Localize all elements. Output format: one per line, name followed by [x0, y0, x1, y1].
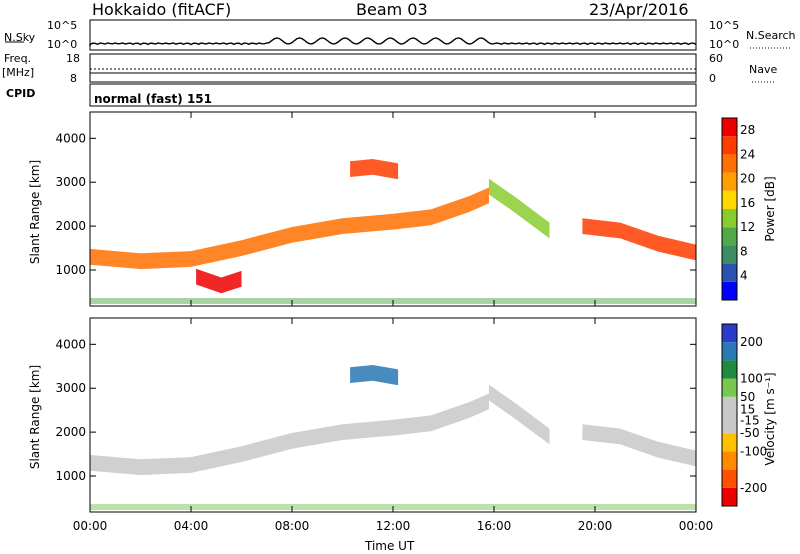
nsearch-label: N.Search	[746, 29, 796, 42]
xtick-label-4: 16:00	[477, 519, 512, 533]
colorbar-cell-1-9	[722, 324, 737, 343]
freq-unit: [MHz]	[2, 66, 35, 79]
colorbar-cell-1-2	[722, 451, 737, 470]
colorbar-cell-0-2	[722, 245, 737, 264]
echo-band-1-2	[489, 384, 550, 445]
echo-band-1-3	[582, 424, 696, 467]
xtick-label-2: 08:00	[275, 519, 310, 533]
colorbar-tick-0-5: 24	[740, 147, 755, 161]
ytick-label-0-1: 2000	[55, 219, 86, 233]
nsearch-tick-bottom: 10^0	[709, 38, 740, 51]
ytick-label-1-0: 1000	[55, 469, 86, 483]
colorbar-tick-1-2: 50	[740, 390, 755, 404]
colorbar-cell-1-0	[722, 487, 737, 506]
cpid-value: normal (fast) 151	[94, 92, 212, 106]
colorbar-cell-1-3	[722, 433, 737, 452]
colorbar-frame-1	[721, 323, 738, 507]
echo-band-1-0	[90, 393, 489, 476]
xtick-label-3: 12:00	[376, 519, 411, 533]
freq-tick-bottom: 8	[70, 72, 77, 85]
nave-label: Nave	[749, 63, 778, 76]
colorbar-cell-0-9	[722, 118, 737, 137]
nsky-frame	[89, 19, 697, 51]
ytick-label-0-0: 1000	[55, 263, 86, 277]
colorbar-cell-1-7	[722, 360, 737, 379]
echo-band-1-1	[350, 365, 399, 386]
beam-title: Beam 03	[356, 0, 428, 19]
colorbar-tick-0-1: 8	[740, 244, 748, 258]
ytick-label-1-2: 3000	[55, 381, 86, 395]
x-axis-title: Time UT	[365, 539, 415, 553]
ytick-label-0-3: 4000	[55, 131, 86, 145]
colorbar-cell-1-1	[722, 469, 737, 488]
colorbar-cell-1-6	[722, 378, 737, 397]
panel-frame-0	[89, 111, 697, 307]
colorbar-tick-1-6: -100	[740, 444, 767, 458]
freq-tick-top: 18	[66, 52, 80, 65]
echo-band-0-2	[350, 159, 399, 180]
colorbar-tick-0-6: 28	[740, 123, 755, 137]
xtick-label-0: 00:00	[73, 519, 108, 533]
colorbar-cell-0-6	[722, 172, 737, 191]
ytick-label-1-1: 2000	[55, 425, 86, 439]
nsky-trace	[89, 37, 697, 46]
colorbar-cell-1-4	[722, 415, 737, 434]
echo-band-0-3	[489, 178, 550, 239]
xtick-label-1: 04:00	[174, 519, 209, 533]
nsearch-tick-top: 10^5	[709, 19, 740, 32]
site-title: Hokkaido (fitACF)	[92, 0, 232, 19]
colorbar-cell-1-8	[722, 342, 737, 361]
nsky-tick-top: 10^5	[47, 19, 78, 32]
colorbar-tick-0-3: 16	[740, 196, 755, 210]
colorbar-cell-0-4	[722, 209, 737, 228]
ytick-label-0-2: 3000	[55, 175, 86, 189]
colorbar-cell-0-3	[722, 227, 737, 246]
cpid-label: CPID	[6, 87, 36, 100]
nave-tick-bottom: 0	[709, 72, 716, 85]
date-title: 23/Apr/2016	[589, 0, 689, 19]
echo-band-0-0	[90, 187, 489, 270]
colorbar-tick-0-4: 20	[740, 172, 755, 186]
nave-tick-top: 60	[709, 52, 723, 65]
colorbar-cell-0-5	[722, 190, 737, 209]
colorbar-tick-1-7: -200	[740, 481, 767, 495]
xtick-label-6: 00:00	[679, 519, 714, 533]
colorbar-tick-1-1: 100	[740, 372, 763, 386]
colorbar-frame-0	[721, 117, 738, 301]
colorbar-cell-0-8	[722, 136, 737, 155]
ytick-label-1-3: 4000	[55, 337, 86, 351]
colorbar-cell-0-0	[722, 281, 737, 300]
freq-label: Freq.	[4, 52, 32, 65]
colorbar-tick-1-0: 200	[740, 335, 763, 349]
cpid-frame	[89, 83, 697, 107]
colorbar-cell-0-7	[722, 154, 737, 173]
colorbar-cell-0-1	[722, 263, 737, 282]
colorbar-tick-1-5: -50	[740, 426, 760, 440]
colorbar-tick-1-3: 15	[740, 403, 755, 417]
echo-band-0-1	[196, 268, 242, 294]
colorbar-tick-0-0: 4	[740, 269, 748, 283]
xtick-label-5: 20:00	[578, 519, 613, 533]
panel-frame-1	[89, 317, 697, 513]
colorbar-cell-1-5	[722, 396, 737, 415]
freq-frame	[89, 53, 697, 83]
colorbar-tick-0-2: 12	[740, 220, 755, 234]
echo-band-0-4	[582, 218, 696, 261]
colorbar-tick-1-4: -15	[740, 413, 760, 427]
nsky-tick-bottom: 10^0	[47, 38, 78, 51]
nsky-label: N.Sky	[4, 31, 36, 44]
